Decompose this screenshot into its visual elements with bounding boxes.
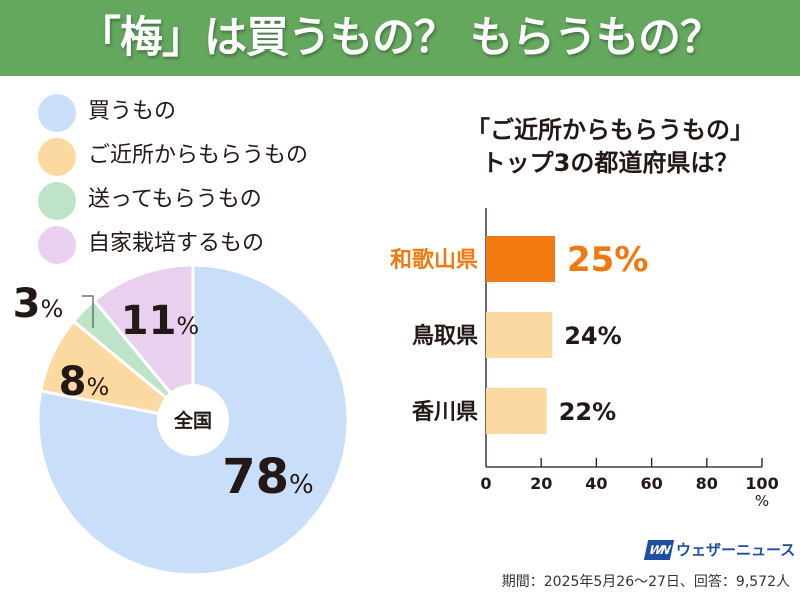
bar-category-label: 香川県 (412, 400, 478, 425)
pie-center-label: 全国 (173, 409, 212, 432)
legend-swatch (38, 94, 76, 132)
pie-unit: % (87, 373, 110, 401)
wn-logo-mark: WN (643, 540, 675, 560)
pie-value: 8 (59, 359, 87, 405)
bar (486, 388, 547, 434)
x-axis-unit-label: % (755, 492, 769, 510)
bar-value-label: 25% (567, 240, 648, 280)
x-tick-label: 40 (585, 474, 607, 493)
bar-category-label: 和歌山県 (390, 247, 478, 273)
legend-label: 自家栽培するもの (88, 231, 265, 256)
legend-label: 送ってもらうもの (88, 187, 262, 212)
pie-slice-label: 11% (121, 298, 199, 344)
bar-value-label: 24% (564, 322, 621, 350)
leader-line (82, 295, 94, 328)
survey-footnote: 期間：2025年5月26～27日、回答：9,572人 (501, 574, 790, 590)
x-tick-label: 80 (696, 474, 718, 493)
bar (486, 236, 555, 282)
pie-unit: % (289, 470, 314, 500)
pie-value: 3 (13, 281, 41, 327)
bar-category-label: 鳥取県 (412, 323, 478, 349)
pie-unit: % (41, 295, 64, 323)
pie-slice (92, 263, 195, 425)
legend-label: ご近所からもらうもの (88, 143, 309, 168)
pie-chart: 全国 78%8%3% 11% (13, 263, 350, 577)
pie-unit: % (176, 312, 199, 340)
legend-label: 買うもの (88, 99, 177, 124)
x-tick-label: 0 (480, 474, 491, 493)
legend-swatch (38, 138, 76, 176)
pie-center-hole (157, 384, 229, 456)
x-tick-label: 20 (530, 474, 552, 493)
title-banner: 「梅」は買うもの？ もらうもの？ (0, 0, 800, 76)
legend-swatch (38, 226, 76, 264)
pie-slice-label: 8% (59, 359, 110, 405)
weathernews-logo: WN ウェザーニュース (643, 538, 796, 562)
pie-value: 11 (121, 298, 177, 344)
pie-value: 78 (222, 449, 289, 505)
bar-chart-title: 「ご近所からもらうもの」 トップ3の都道府県は？ (430, 114, 790, 180)
pie-slice-label: 3% (13, 281, 64, 327)
bar-title-line-2: トップ3の都道府県は？ (481, 149, 739, 177)
bar (486, 312, 553, 358)
legend-swatch (38, 182, 76, 220)
pie-slice (36, 263, 350, 577)
x-tick-label: 60 (640, 474, 662, 493)
brand-name: ウェザーニュース (676, 541, 796, 559)
pie-slice-label: 78% (222, 449, 314, 505)
x-tick-label: 100 (745, 474, 778, 493)
bar-value-label: 22% (559, 398, 616, 426)
bar-title-line-1: 「ご近所からもらうもの」 (466, 116, 754, 144)
page-title: 「梅」は買うもの？ もらうもの？ (78, 13, 723, 63)
